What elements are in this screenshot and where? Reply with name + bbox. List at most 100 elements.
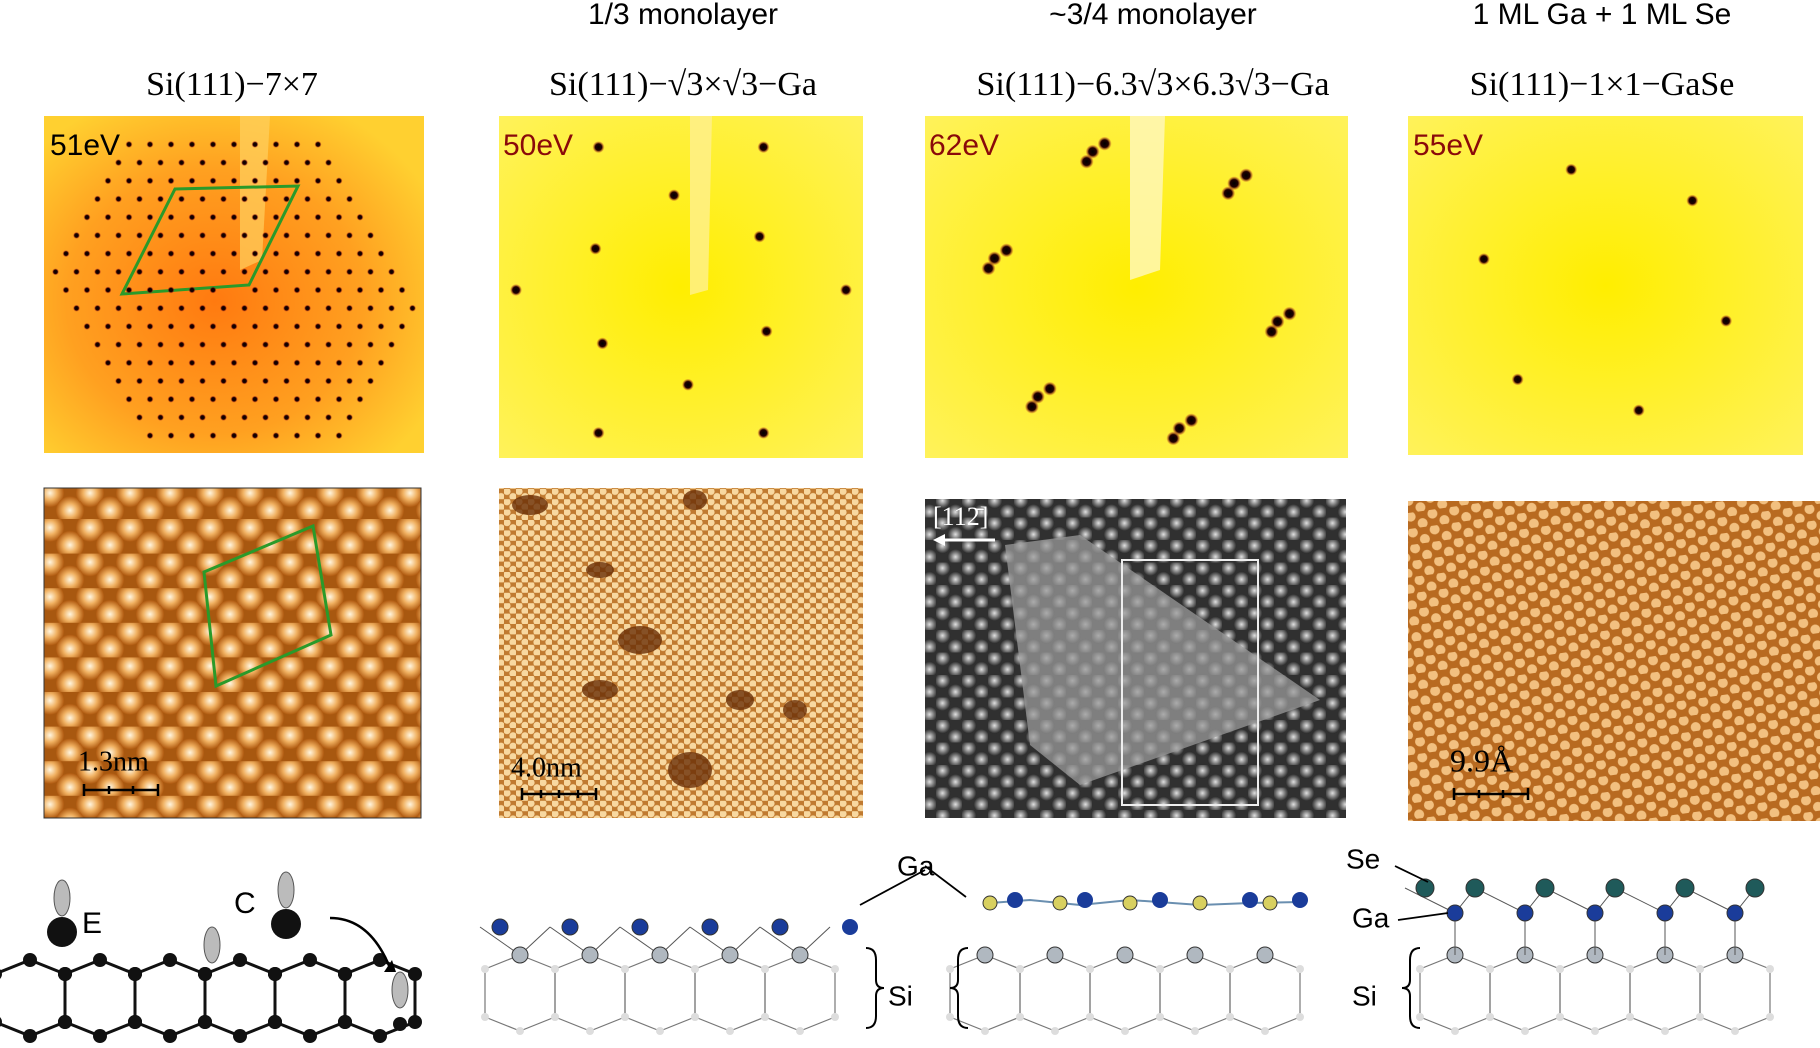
si-atom [163, 953, 177, 967]
brace [949, 947, 969, 1029]
surface-atom [631, 918, 649, 936]
leed-spot [167, 286, 175, 294]
leed-spot [1184, 413, 1199, 428]
orbital [203, 926, 221, 964]
surface-atom [1122, 895, 1138, 911]
leed-spot [251, 286, 259, 294]
leed-spot [999, 243, 1014, 258]
leed-spot [356, 322, 364, 330]
leed-spot [304, 341, 311, 349]
si-atom [268, 1015, 282, 1029]
si-atom [1086, 1013, 1094, 1021]
surface-atom [1152, 892, 1168, 908]
surface-atom [982, 895, 998, 911]
lattice-ring [1489, 954, 1561, 1032]
leed-spot [335, 286, 343, 294]
leed-spot [346, 268, 353, 276]
leed-spot [146, 395, 154, 403]
leed-spot [335, 359, 343, 367]
leed-spot [230, 250, 238, 258]
leed-spot [104, 322, 112, 330]
leed-spot [251, 432, 259, 440]
surface-atom [651, 946, 669, 964]
si-atom [198, 967, 212, 981]
leed-spot [293, 286, 301, 294]
leed-spot [293, 395, 301, 403]
leed-spot [589, 242, 602, 255]
stm-image [43, 487, 422, 819]
leed-spot [220, 268, 227, 276]
lattice-ring [133, 958, 207, 1038]
leed-spot [241, 195, 248, 203]
leed-spot [104, 177, 112, 185]
leed-spot [510, 284, 522, 296]
lattice-ring [1229, 954, 1301, 1032]
leed-spot [377, 286, 385, 294]
leed-spot [125, 395, 133, 403]
leed-spot [293, 140, 301, 148]
si-atom [338, 967, 352, 981]
leed-spot [104, 359, 112, 367]
defects [512, 490, 807, 788]
leed-spot [167, 395, 175, 403]
structure: Si(111)−6.3√3×6.3√3−Ga [977, 66, 1330, 103]
surface-atom [1535, 878, 1555, 898]
surface-atom [1007, 892, 1023, 908]
leed-spot [178, 377, 185, 385]
leed-spot [753, 230, 766, 243]
surface-atom [1516, 904, 1534, 922]
leed-spot [272, 432, 280, 440]
scale-bar [1452, 788, 1530, 800]
leed-spot [325, 304, 332, 312]
orbital [277, 871, 295, 909]
leed-spot [346, 231, 353, 239]
leed-spot [83, 286, 91, 294]
coverage: 1 ML Ga + 1 ML Se [1473, 0, 1732, 31]
si-atom [1451, 1027, 1459, 1035]
leed-spot [199, 304, 206, 312]
leed-spot [220, 195, 227, 203]
leed-spot [146, 140, 154, 148]
leed-spot [188, 359, 196, 367]
leed-spot [188, 140, 196, 148]
leed-spot [125, 322, 133, 330]
surface-atom [491, 918, 509, 936]
leed-spot [188, 177, 196, 185]
leed-spot [157, 304, 164, 312]
leed-spot [388, 341, 395, 349]
leed-spot [104, 213, 112, 221]
leed-spot [1024, 399, 1039, 414]
leed-spot [356, 395, 364, 403]
leed-spot [356, 359, 364, 367]
leed-spot [62, 286, 70, 294]
leed-spot [209, 286, 217, 294]
leed-spot [596, 337, 609, 350]
leed-spot [1221, 186, 1236, 201]
leed-spot [209, 177, 217, 185]
leed-spot [293, 250, 301, 258]
leed-spot [314, 432, 322, 440]
si-atom [93, 953, 107, 967]
si-atom [1556, 1013, 1564, 1021]
si-atom [1696, 1013, 1704, 1021]
leed-spot [325, 413, 332, 421]
structure: Si(111)−√3×√3−Ga [549, 66, 817, 103]
leed-spot [94, 195, 101, 203]
si-atom [1416, 1013, 1424, 1021]
leed-spot [1282, 306, 1297, 321]
leed-spot [335, 432, 343, 440]
leed-spot [760, 325, 773, 338]
leed-spot [167, 359, 175, 367]
coverage: 1/3 monolayer [588, 0, 778, 31]
leed-spot [241, 159, 248, 167]
model-label: Ga [1352, 902, 1390, 933]
si-atom [761, 965, 769, 973]
lattice-ring [0, 958, 67, 1038]
si-atom [831, 965, 839, 973]
surface-atom [1192, 895, 1208, 911]
leed-spot [272, 177, 280, 185]
leed-spot [356, 213, 364, 221]
si-atom [621, 965, 629, 973]
orbital [391, 971, 409, 1009]
leed-spot [346, 195, 353, 203]
